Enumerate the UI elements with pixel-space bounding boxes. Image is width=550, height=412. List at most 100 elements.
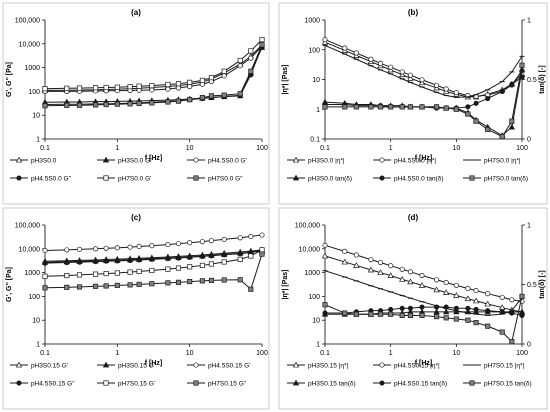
data-point [42,273,48,279]
series-line [44,44,263,107]
y-tick-label: 1 [316,342,320,349]
data-point [199,239,205,245]
data-point [149,267,155,274]
x-tick-label: 100 [516,350,528,357]
data-point [103,245,109,251]
series-2 [322,44,525,98]
legend-label: pH4.5S0.0 G'' [31,176,71,183]
legend-marker [193,157,199,163]
data-point [165,255,171,262]
data-point [453,106,459,112]
y-tick-label: 1 [36,342,40,349]
panel-label: (c) [131,213,141,222]
data-point [388,263,394,269]
y-tick-label: 10,000 [299,246,321,253]
data-point [165,242,171,248]
data-point [485,126,491,133]
data-point [399,266,405,272]
data-point [322,302,328,308]
legend-label: pH4.5S0.0 |η*| [394,158,436,165]
legend-entry: pH7S0.0 |η*| [463,158,521,165]
data-point [442,308,450,315]
data-point [419,104,425,110]
data-point [322,242,328,248]
legend-label: pH3S0.0 [31,158,57,165]
data-point [208,238,215,244]
series-line [324,44,523,98]
data-point [187,240,193,246]
data-point [127,101,133,107]
data-point [399,104,405,110]
data-point [443,86,449,92]
y2-tick-label: 1 [527,18,531,25]
legend-marker [469,380,475,386]
legend-marker [379,175,385,181]
data-point [485,308,491,314]
data-point [419,77,425,83]
y-tick-label: 10 [312,77,320,84]
legend-marker [292,156,300,163]
data-point [165,266,171,272]
data-point [419,272,425,278]
data-point [64,273,70,279]
data-point [368,257,374,263]
data-point [149,83,155,89]
data-point [42,103,48,109]
y2-tick-label: 0 [527,137,531,144]
data-point [353,311,359,317]
data-point [136,268,142,274]
data-point [434,277,440,283]
legend-label: pH4.5S0.15 G' [208,363,250,370]
data-point [114,270,120,276]
data-point [237,256,243,262]
data-point [187,97,193,103]
series-1 [322,242,525,304]
data-point [453,90,459,96]
data-point [443,105,449,111]
data-point [165,99,171,105]
data-point [259,247,265,253]
legend-marker [292,361,300,368]
data-point [248,55,254,61]
data-point [499,134,505,140]
data-point [187,279,193,285]
y2-tick-label: 0.5 [527,282,537,289]
legend-entry: pH4.5S0.0 G'' [10,175,71,183]
data-point [92,283,99,289]
legend-entry: pH7S0.0 G'' [187,175,243,183]
data-point [485,95,491,102]
legend-label: pH7S0.15 tan(δ) [484,381,532,388]
data-point [377,269,384,276]
data-point [221,68,227,74]
series-5 [322,62,525,140]
y-axis-label: |η*| [Pas] [282,65,289,95]
data-point [103,283,109,289]
legend-entry: pH7S0.0 G' [97,175,151,183]
data-point [399,312,405,319]
data-point [136,83,142,89]
legend-entry: pH7S0.0 tan(δ) [463,175,528,183]
y2-tick-label: 0 [527,342,531,349]
data-point [103,84,109,91]
y-tick-label: 100,000 [15,18,40,25]
data-point [76,284,83,290]
panel-label: (b) [408,8,419,17]
data-point [76,272,83,278]
data-point [237,57,243,63]
data-point [509,339,515,345]
legend-marker [103,380,109,386]
legend-entry: pH4.5S0.15 G'' [10,380,75,388]
data-point [237,235,243,241]
data-point [484,300,491,307]
data-point [175,279,182,285]
series-line [44,234,263,251]
data-point [465,317,471,323]
data-point [208,93,215,99]
data-point [175,265,182,271]
legend-label: pH7S0.0 |η*| [484,158,521,165]
data-point [165,280,171,286]
data-point [64,102,70,108]
data-point [76,259,83,265]
data-point [149,100,155,106]
data-point [103,101,109,108]
